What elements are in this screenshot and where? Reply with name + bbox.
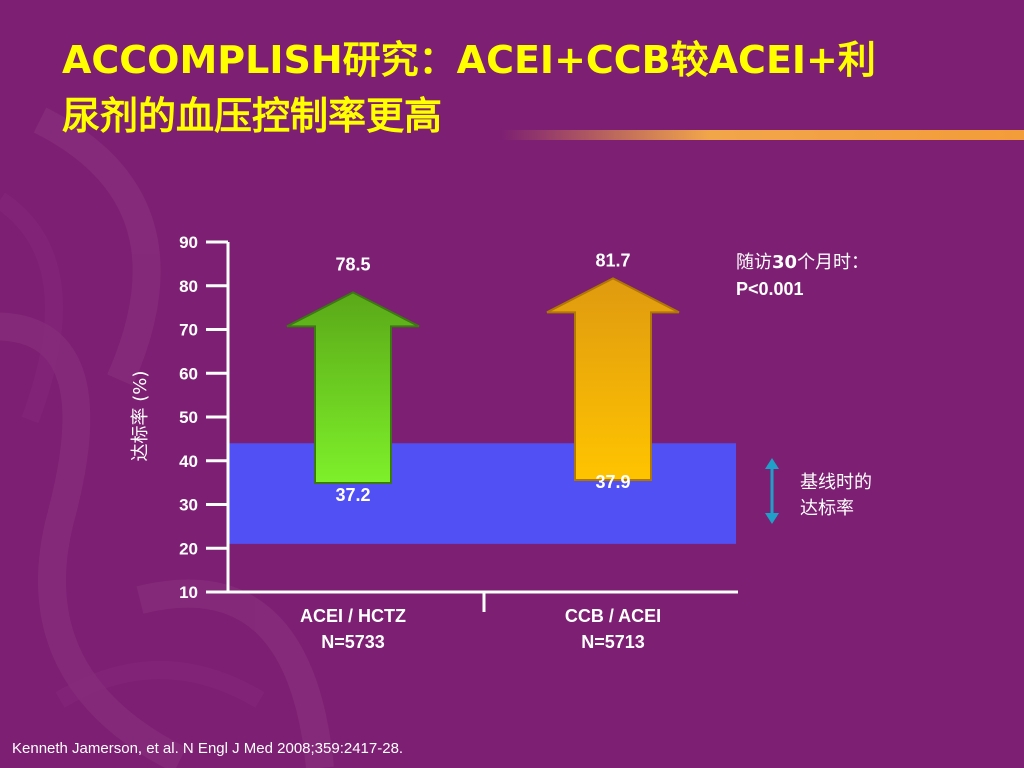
title-line-1: ACCOMPLISH研究：ACEI+CCB较ACEI+利 [62, 38, 876, 82]
pvalue-line-2: P<0.001 [736, 279, 804, 299]
y-tick-label: 10 [179, 583, 198, 602]
data-label-followup: 81.7 [595, 250, 630, 270]
y-tick-label: 20 [179, 539, 198, 558]
baseline-annotation: 基线时的 达标率 [800, 470, 872, 522]
category-sample-size: N=5733 [321, 632, 385, 652]
y-tick-label: 90 [179, 233, 198, 252]
title-underline-bar [500, 130, 1024, 140]
y-tick-label: 70 [179, 321, 198, 340]
y-tick-label: 60 [179, 364, 198, 383]
data-label-baseline: 37.2 [335, 485, 370, 505]
slide-title: ACCOMPLISH研究：ACEI+CCB较ACEI+利 尿剂的血压控制率更高 [62, 32, 982, 144]
y-tick-label: 50 [179, 408, 198, 427]
baseline-annotation-line-2: 达标率 [800, 498, 854, 519]
pvalue-line-1: 随访30个月时： [736, 252, 870, 273]
pvalue-annotation: 随访30个月时： P<0.001 [736, 250, 869, 302]
data-label-followup: 78.5 [335, 254, 370, 274]
category-sample-size: N=5713 [581, 632, 645, 652]
data-label-baseline: 37.9 [595, 472, 630, 492]
baseline-annotation-line-1: 基线时的 [800, 472, 872, 493]
category-label: CCB / ACEI [565, 606, 661, 626]
double-arrow-down-head [765, 513, 779, 524]
double-arrow-up-head [765, 458, 779, 469]
y-tick-label: 80 [179, 277, 198, 296]
category-label: ACEI / HCTZ [300, 606, 406, 626]
citation: Kenneth Jamerson, et al. N Engl J Med 20… [12, 740, 404, 757]
arrow-ccb-acei [546, 277, 680, 481]
y-tick-label: 40 [179, 452, 198, 471]
baseline-band [228, 443, 736, 544]
arrow-acei-hctz [286, 291, 420, 484]
y-axis-label: 达标率 (%) [130, 371, 151, 462]
title-line-2: 尿剂的血压控制率更高 [62, 94, 443, 138]
y-tick-label: 30 [179, 496, 198, 515]
